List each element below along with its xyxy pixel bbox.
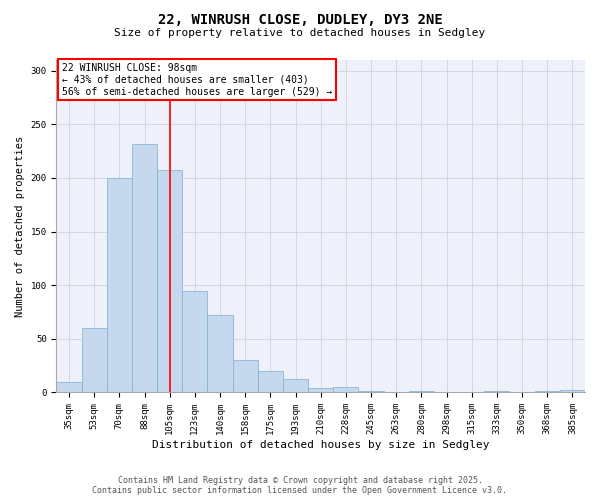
Text: Size of property relative to detached houses in Sedgley: Size of property relative to detached ho…: [115, 28, 485, 38]
Bar: [283, 378, 308, 392]
Y-axis label: Number of detached properties: Number of detached properties: [15, 136, 25, 317]
Bar: [82, 328, 107, 392]
Bar: [56, 382, 82, 392]
Bar: [258, 371, 283, 392]
Bar: [157, 170, 182, 392]
Bar: [308, 388, 333, 392]
Bar: [233, 360, 258, 392]
Bar: [132, 144, 157, 392]
Bar: [182, 290, 208, 392]
X-axis label: Distribution of detached houses by size in Sedgley: Distribution of detached houses by size …: [152, 440, 490, 450]
Bar: [333, 387, 358, 392]
Bar: [560, 390, 585, 392]
Text: 22, WINRUSH CLOSE, DUDLEY, DY3 2NE: 22, WINRUSH CLOSE, DUDLEY, DY3 2NE: [158, 12, 442, 26]
Bar: [208, 316, 233, 392]
Text: 22 WINRUSH CLOSE: 98sqm
← 43% of detached houses are smaller (403)
56% of semi-d: 22 WINRUSH CLOSE: 98sqm ← 43% of detache…: [62, 64, 332, 96]
Text: Contains HM Land Registry data © Crown copyright and database right 2025.
Contai: Contains HM Land Registry data © Crown c…: [92, 476, 508, 495]
Bar: [107, 178, 132, 392]
